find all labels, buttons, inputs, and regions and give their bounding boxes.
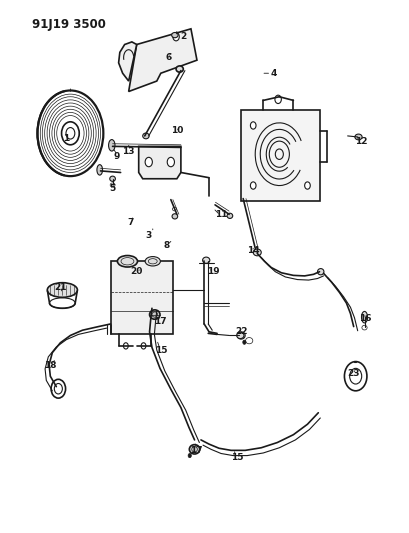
Text: 11: 11: [214, 210, 227, 219]
Ellipse shape: [253, 249, 261, 256]
Text: 19: 19: [206, 267, 219, 276]
Text: 91J19 3500: 91J19 3500: [32, 19, 106, 31]
Text: 15: 15: [154, 345, 166, 354]
Text: 6: 6: [165, 53, 171, 62]
Ellipse shape: [189, 445, 199, 454]
Text: 16: 16: [359, 314, 371, 323]
Text: 17: 17: [189, 446, 202, 455]
Circle shape: [188, 454, 191, 458]
Text: 22: 22: [234, 327, 247, 336]
Ellipse shape: [110, 176, 115, 181]
Text: 5: 5: [109, 184, 115, 192]
Text: 15: 15: [230, 453, 243, 462]
Text: 8: 8: [163, 241, 170, 250]
Circle shape: [167, 157, 174, 167]
Ellipse shape: [142, 133, 149, 139]
Polygon shape: [110, 261, 173, 334]
Ellipse shape: [97, 165, 102, 175]
Ellipse shape: [202, 257, 209, 263]
Polygon shape: [138, 147, 180, 179]
Ellipse shape: [171, 33, 178, 38]
Ellipse shape: [172, 214, 177, 219]
Ellipse shape: [317, 269, 323, 275]
Circle shape: [242, 340, 245, 344]
Circle shape: [274, 95, 281, 103]
Ellipse shape: [236, 332, 243, 338]
Text: 2: 2: [179, 32, 186, 41]
Text: 21: 21: [54, 283, 66, 292]
Text: 20: 20: [130, 267, 142, 276]
Ellipse shape: [227, 213, 232, 219]
Text: 10: 10: [170, 126, 182, 135]
Text: 23: 23: [346, 369, 359, 378]
Circle shape: [145, 157, 152, 167]
Ellipse shape: [361, 311, 366, 323]
Text: 17: 17: [154, 317, 167, 326]
Polygon shape: [128, 29, 196, 92]
Text: 1: 1: [63, 134, 70, 143]
Ellipse shape: [175, 66, 183, 72]
Polygon shape: [118, 42, 136, 81]
Ellipse shape: [47, 282, 77, 297]
Circle shape: [304, 182, 310, 189]
Text: 12: 12: [355, 136, 367, 146]
Ellipse shape: [117, 255, 137, 267]
Circle shape: [141, 343, 146, 349]
Ellipse shape: [149, 310, 160, 319]
Text: 3: 3: [145, 231, 151, 240]
Text: 18: 18: [44, 361, 56, 370]
Text: 14: 14: [246, 246, 259, 255]
Polygon shape: [240, 110, 319, 201]
Ellipse shape: [108, 140, 115, 151]
Circle shape: [250, 182, 255, 189]
Text: 4: 4: [270, 69, 276, 78]
Text: 7: 7: [127, 217, 133, 227]
Circle shape: [173, 33, 179, 41]
Text: 9: 9: [113, 152, 119, 161]
Circle shape: [123, 343, 128, 349]
Text: 13: 13: [122, 147, 135, 156]
Ellipse shape: [236, 332, 245, 339]
Circle shape: [250, 122, 255, 129]
Ellipse shape: [145, 256, 160, 266]
Ellipse shape: [354, 134, 361, 140]
